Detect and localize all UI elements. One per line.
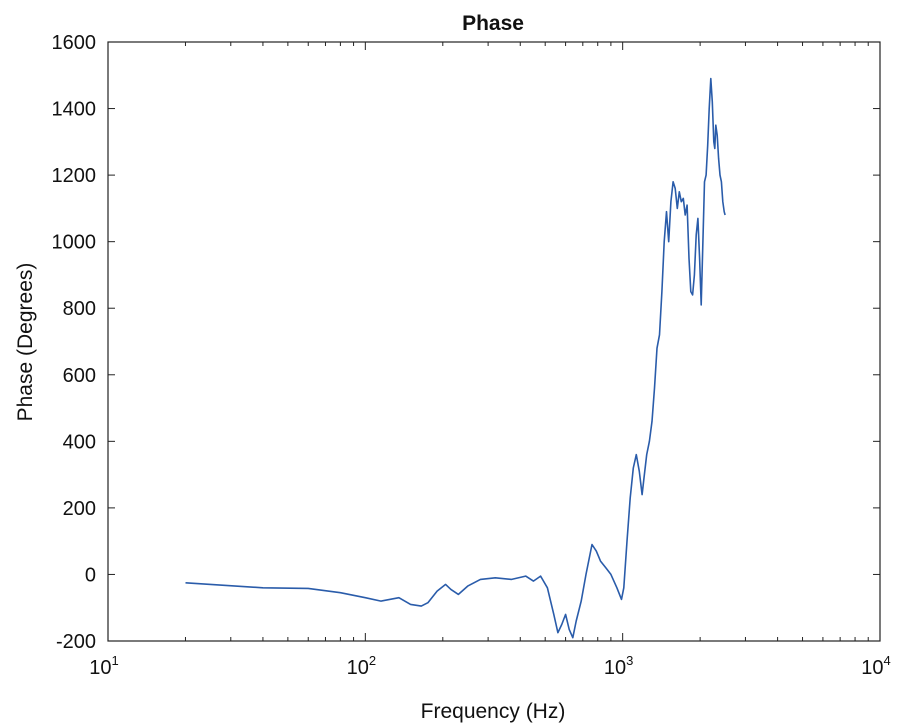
y-axis-ticks: -200 0 200 400 600 800 1000 1200 1400 1600 (52, 32, 881, 653)
x-tick-label: 101 (89, 653, 118, 679)
y-tick-label: 600 (63, 365, 96, 387)
y-axis-label: Phase (Degrees) (14, 263, 37, 422)
y-tick-label: 1600 (52, 32, 97, 54)
x-tick-base: 10 (89, 657, 111, 679)
x-tick-label: 102 (347, 653, 376, 679)
x-tick-exponent: 2 (369, 653, 376, 668)
x-axis-label: Frequency (Hz) (421, 700, 566, 723)
plot-area-frame (108, 42, 880, 641)
y-tick-label: 200 (63, 498, 96, 520)
x-tick-exponent: 4 (884, 653, 891, 668)
x-tick-base: 10 (347, 657, 369, 679)
x-tick-base: 10 (604, 657, 626, 679)
x-tick-exponent: 1 (112, 653, 119, 668)
y-tick-label: 800 (63, 298, 96, 320)
x-tick-exponent: 3 (626, 653, 633, 668)
y-tick-label: 1200 (52, 165, 97, 187)
x-tick-label: 104 (861, 653, 890, 679)
y-tick-label: -200 (56, 631, 96, 653)
y-tick-label: 0 (85, 564, 96, 586)
chart-title: Phase (462, 12, 524, 35)
y-tick-label: 400 (63, 431, 96, 453)
phase-series-line (186, 79, 726, 638)
x-tick-base: 10 (861, 657, 883, 679)
y-tick-label: 1000 (52, 232, 97, 254)
x-axis-ticks: 101 102 103 104 (89, 42, 890, 679)
y-tick-label: 1400 (52, 99, 97, 121)
x-tick-label: 103 (604, 653, 633, 679)
